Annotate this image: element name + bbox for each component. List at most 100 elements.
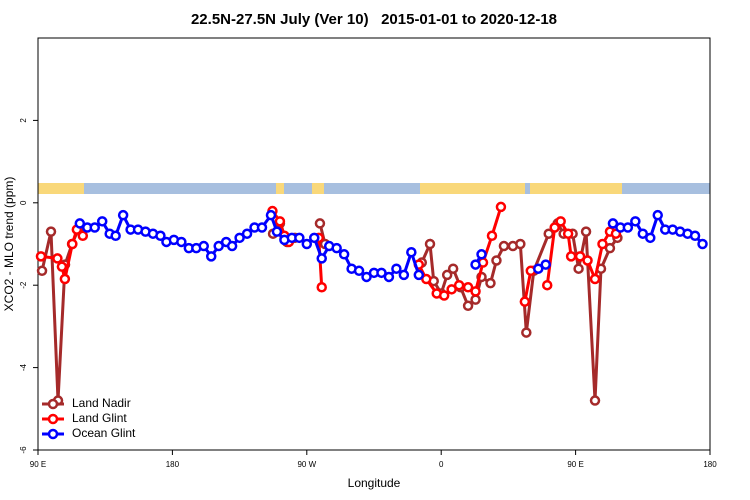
point	[589, 395, 601, 406]
point	[398, 269, 410, 281]
point	[176, 236, 187, 248]
point	[597, 238, 608, 250]
legend-label: Ocean Glint	[72, 426, 136, 440]
y-tick-label: 2	[19, 118, 28, 123]
point	[622, 222, 634, 233]
point	[294, 232, 305, 244]
chart-title: 22.5N-27.5N July (Ver 10) 2015-01-01 to …	[191, 11, 557, 28]
point	[495, 201, 507, 213]
point	[421, 273, 432, 285]
land-strip	[276, 183, 284, 194]
point	[604, 242, 616, 254]
point	[35, 251, 47, 262]
legend-marker	[47, 413, 59, 425]
y-tick-label: -4	[19, 363, 28, 371]
point	[519, 296, 531, 307]
x-axis-label: Longitude	[348, 476, 401, 490]
point	[645, 232, 656, 244]
point	[630, 216, 641, 227]
x-tick-label: 180	[703, 460, 717, 469]
point	[376, 267, 387, 279]
x-tick-label: 180	[166, 460, 180, 469]
land-strip	[312, 183, 324, 194]
point	[56, 261, 68, 272]
point	[316, 253, 327, 264]
x-tick-label: 90 W	[297, 460, 316, 469]
point	[45, 226, 57, 237]
point	[331, 242, 342, 254]
legend-label: Land Nadir	[72, 396, 131, 410]
point	[234, 232, 245, 244]
point	[582, 255, 593, 266]
point	[301, 238, 313, 250]
point	[316, 282, 327, 293]
point	[689, 230, 701, 242]
point	[226, 240, 238, 252]
x-tick-label: 90 E	[567, 460, 583, 469]
y-axis-label: XCO2 - MLO trend (ppm)	[2, 177, 16, 312]
point	[521, 327, 532, 338]
surface-strip	[38, 183, 710, 194]
point	[462, 282, 474, 293]
point	[515, 238, 526, 250]
point	[540, 259, 551, 270]
land-strip	[420, 183, 525, 194]
point	[491, 255, 502, 266]
point	[314, 218, 326, 229]
point	[637, 228, 649, 239]
point	[309, 232, 320, 244]
point	[453, 279, 465, 291]
x-tick-label: 90 E	[30, 460, 46, 469]
plot-frame	[37, 37, 711, 451]
point	[89, 222, 100, 233]
point	[555, 216, 566, 227]
point	[67, 238, 78, 250]
point	[265, 209, 277, 221]
point	[391, 263, 402, 274]
legend-label: Land Glint	[72, 411, 127, 425]
point	[562, 228, 574, 239]
point	[383, 271, 395, 283]
point	[406, 246, 417, 258]
legend-marker	[47, 428, 59, 440]
point	[580, 226, 592, 237]
point	[607, 218, 619, 229]
land-strip	[38, 183, 84, 194]
point	[486, 230, 498, 242]
point	[338, 249, 350, 260]
point	[59, 273, 71, 285]
point	[549, 222, 560, 233]
point	[256, 222, 268, 233]
point	[353, 265, 365, 277]
point	[74, 218, 86, 229]
point	[533, 263, 544, 274]
point	[110, 230, 121, 242]
point	[697, 238, 708, 250]
point	[241, 228, 253, 239]
point	[274, 216, 286, 227]
point	[271, 226, 283, 237]
point	[424, 238, 436, 250]
ocean-strip	[38, 183, 710, 194]
point	[573, 263, 584, 274]
point	[485, 277, 496, 289]
point	[441, 269, 453, 281]
point	[96, 216, 108, 227]
y-tick-label: -2	[19, 281, 28, 289]
x-tick-label: 0	[439, 460, 444, 469]
y-tick-label: 0	[19, 200, 28, 205]
point	[565, 251, 577, 262]
y-tick-label: -6	[19, 446, 28, 454]
point	[205, 251, 217, 262]
point	[117, 209, 129, 221]
point	[476, 249, 487, 260]
point	[52, 253, 63, 264]
point	[462, 300, 474, 312]
point	[470, 294, 481, 305]
point	[198, 240, 210, 252]
point	[447, 263, 459, 274]
point	[155, 230, 166, 242]
point	[470, 259, 481, 270]
point	[361, 271, 372, 283]
